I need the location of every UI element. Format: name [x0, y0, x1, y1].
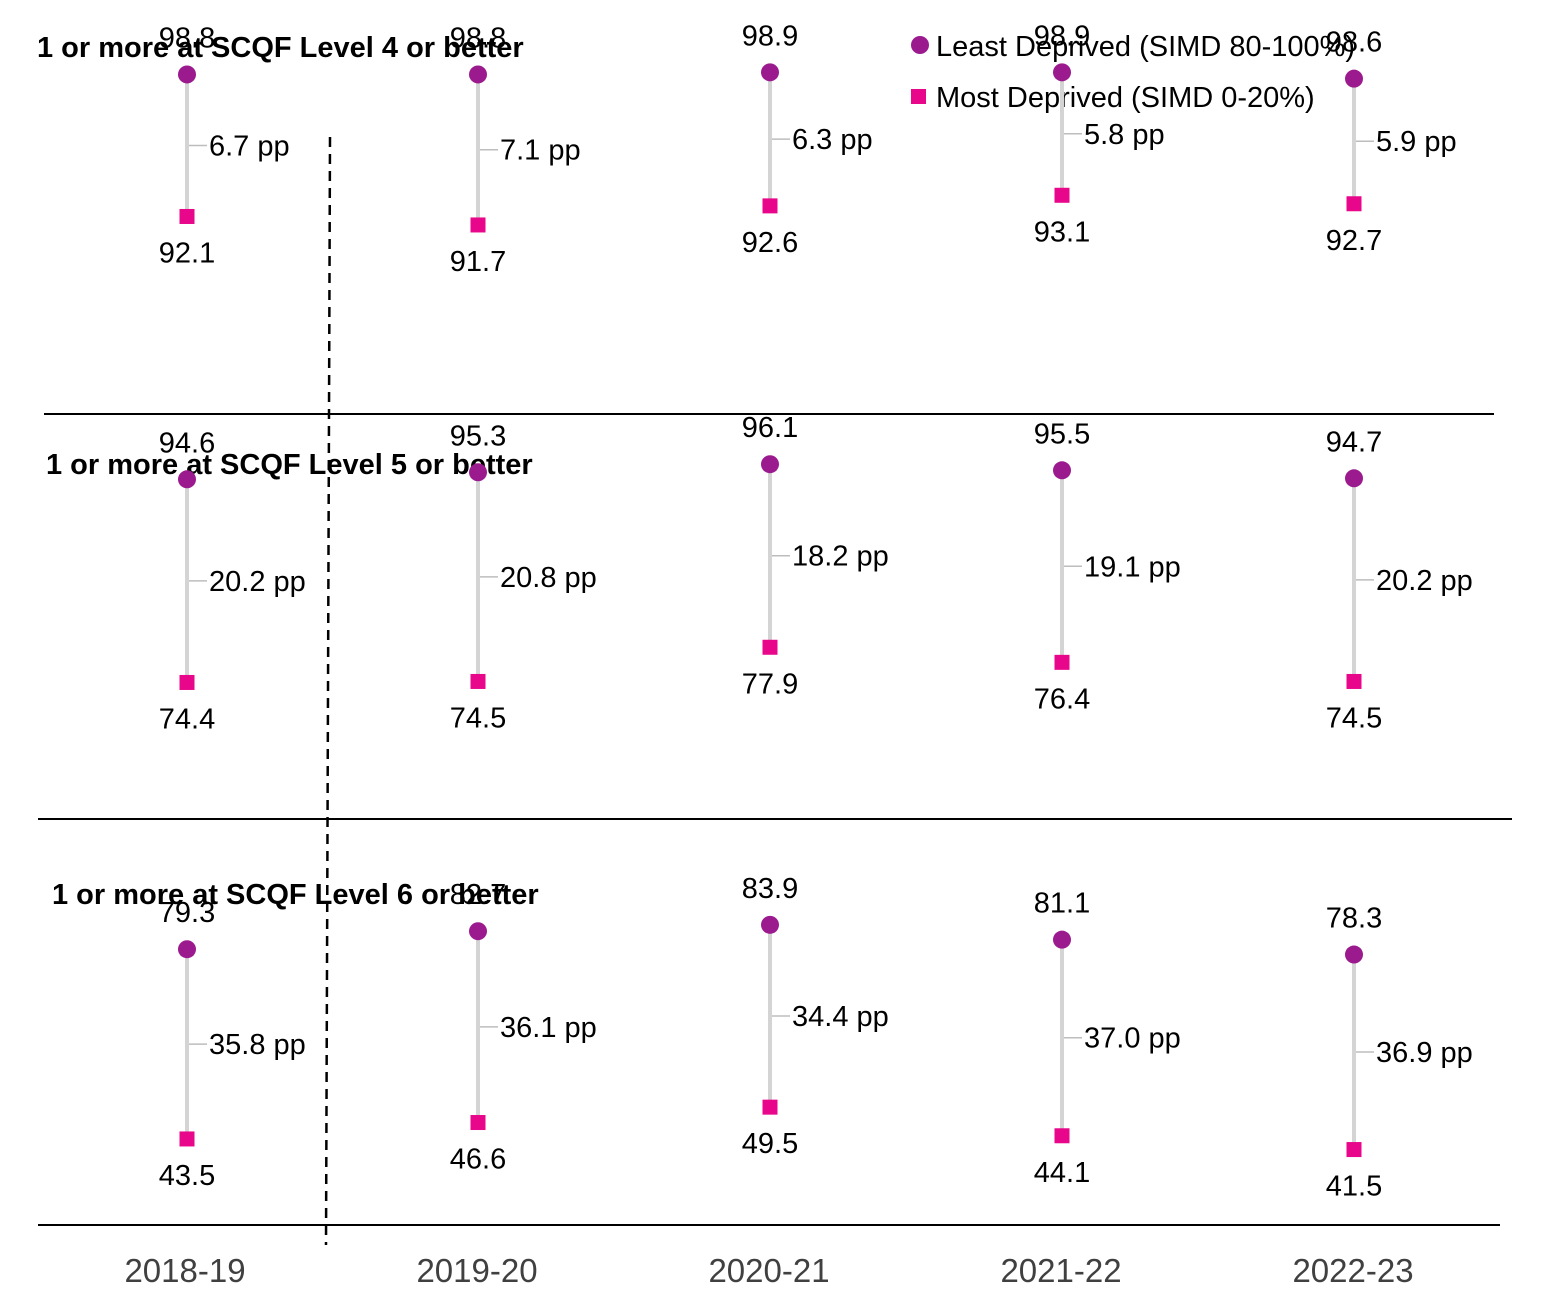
least-deprived-point [1053, 63, 1071, 82]
least-deprived-point [178, 65, 196, 84]
most-deprived-value: 43.5 [159, 1160, 215, 1192]
legend: Least Deprived (SIMD 80-100%) Most Depri… [911, 31, 1355, 114]
most-deprived-point [470, 217, 486, 233]
legend-least-marker [911, 36, 929, 54]
least-deprived-point [1345, 69, 1363, 88]
gap-value-label: 20.2 pp [1376, 565, 1473, 597]
panel-title-level6: 1 or more at SCQF Level 6 or better [52, 879, 539, 911]
gap-value-label: 36.9 pp [1376, 1037, 1473, 1069]
least-deprived-point [761, 63, 779, 82]
period-divider [324, 136, 332, 1246]
gap-value-label: 20.2 pp [209, 566, 306, 598]
least-deprived-point [469, 463, 487, 482]
most-deprived-point [762, 1099, 778, 1115]
least-deprived-value: 81.1 [1034, 888, 1090, 920]
panel-3: 79.3 43.5 35.8 pp 82.7 46.6 36.1 pp 83.9 49.5 34… [159, 873, 1473, 1203]
least-deprived-point [1053, 461, 1071, 480]
most-deprived-point [470, 1115, 486, 1131]
x-tick-label: 2020-21 [708, 1252, 829, 1289]
most-deprived-point [762, 198, 778, 214]
most-deprived-point [762, 639, 778, 655]
least-deprived-value: 78.3 [1326, 903, 1382, 935]
gap-value-label: 35.8 pp [209, 1029, 306, 1061]
most-deprived-point [470, 673, 486, 689]
legend-most-label: Most Deprived (SIMD 0-20%) [936, 82, 1315, 114]
legend-least-label: Least Deprived (SIMD 80-100%) [936, 31, 1355, 63]
least-deprived-point [178, 470, 196, 489]
least-deprived-value: 98.6 [1326, 27, 1382, 59]
least-deprived-value: 98.8 [450, 22, 506, 54]
least-deprived-point [469, 65, 487, 84]
most-deprived-value: 74.4 [159, 703, 215, 735]
least-deprived-value: 98.9 [1034, 20, 1090, 52]
least-deprived-value: 79.3 [159, 897, 215, 929]
most-deprived-value: 46.6 [450, 1144, 506, 1176]
least-deprived-value: 94.7 [1326, 426, 1382, 458]
most-deprived-value: 92.1 [159, 237, 215, 269]
most-deprived-value: 44.1 [1034, 1157, 1090, 1189]
most-deprived-point [179, 208, 195, 224]
least-deprived-point [761, 915, 779, 934]
most-deprived-value: 91.7 [450, 246, 506, 278]
least-deprived-value: 98.8 [159, 22, 215, 54]
least-deprived-value: 94.6 [159, 427, 215, 459]
least-deprived-point [469, 922, 487, 941]
gap-value-label: 34.4 pp [792, 1001, 889, 1033]
most-deprived-value: 74.5 [450, 702, 506, 734]
gap-value-label: 7.1 pp [500, 135, 581, 167]
most-deprived-value: 41.5 [1326, 1171, 1382, 1203]
gap-value-label: 20.8 pp [500, 562, 597, 594]
most-deprived-point [1346, 1142, 1362, 1158]
gap-value-label: 37.0 pp [1084, 1023, 1181, 1055]
most-deprived-value: 49.5 [742, 1128, 798, 1160]
least-deprived-value: 82.7 [450, 879, 506, 911]
legend-most-marker [911, 89, 926, 104]
most-deprived-value: 92.7 [1326, 225, 1382, 257]
most-deprived-value: 74.5 [1326, 702, 1382, 734]
most-deprived-value: 93.1 [1034, 216, 1090, 248]
panel-title-level4: 1 or more at SCQF Level 4 or better [37, 32, 524, 64]
most-deprived-point [1054, 654, 1070, 670]
x-tick-label: 2019-20 [416, 1252, 537, 1289]
gap-value-label: 18.2 pp [792, 541, 889, 573]
most-deprived-point [1346, 196, 1362, 212]
gap-value-label: 6.7 pp [209, 130, 290, 162]
most-deprived-point [1054, 1128, 1070, 1144]
least-deprived-value: 98.9 [742, 20, 798, 52]
most-deprived-value: 76.4 [1034, 683, 1090, 715]
panel-title-level5: 1 or more at SCQF Level 5 or better [46, 449, 533, 481]
chart-marks: 98.8 92.1 6.7 pp 98.8 91.7 7.1 pp 98.9 92.6 6.3 … [159, 20, 1473, 1202]
x-tick-label: 2022-23 [1292, 1252, 1413, 1289]
x-tick-label: 2018-19 [124, 1252, 245, 1289]
most-deprived-point [179, 1131, 195, 1147]
panel-2: 94.6 74.4 20.2 pp 95.3 74.5 20.8 pp 96.1 77.9 18… [159, 412, 1473, 735]
least-deprived-point [1053, 930, 1071, 949]
least-deprived-point [761, 455, 779, 474]
least-deprived-value: 96.1 [742, 412, 798, 444]
most-deprived-value: 92.6 [742, 227, 798, 259]
gap-value-label: 5.8 pp [1084, 119, 1165, 151]
most-deprived-point [1054, 187, 1070, 203]
panel-1: 98.8 92.1 6.7 pp 98.8 91.7 7.1 pp 98.9 92.6 6.3 … [159, 20, 1457, 278]
most-deprived-value: 77.9 [742, 668, 798, 700]
least-deprived-value: 95.5 [1034, 418, 1090, 450]
least-deprived-point [178, 940, 196, 959]
most-deprived-point [179, 674, 195, 690]
gap-value-label: 5.9 pp [1376, 126, 1457, 158]
x-axis-ticks: 2018-19 2019-20 2020-21 2021-22 2022-23 [124, 1252, 1413, 1289]
gap-value-label: 36.1 pp [500, 1012, 597, 1044]
least-deprived-point [1345, 469, 1363, 488]
gap-value-label: 19.1 pp [1084, 551, 1181, 583]
gap-value-label: 6.3 pp [792, 124, 873, 156]
least-deprived-point [1345, 945, 1363, 964]
least-deprived-value: 83.9 [742, 873, 798, 905]
x-tick-label: 2021-22 [1000, 1252, 1121, 1289]
most-deprived-point [1346, 673, 1362, 689]
least-deprived-value: 95.3 [450, 420, 506, 452]
